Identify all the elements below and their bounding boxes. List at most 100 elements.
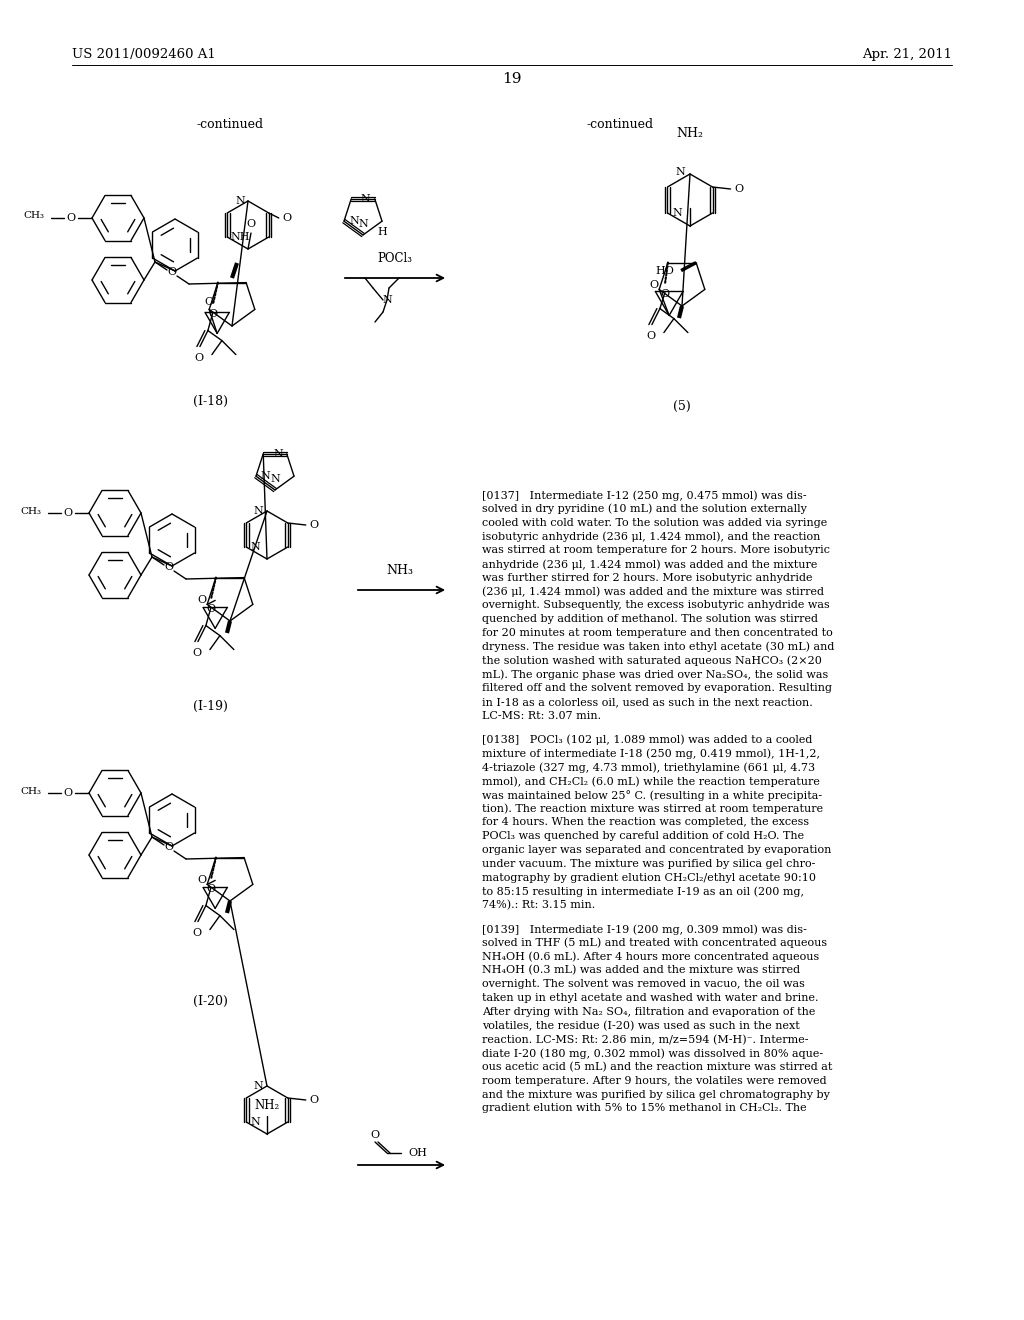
Text: NH₄OH (0.3 mL) was added and the mixture was stirred: NH₄OH (0.3 mL) was added and the mixture… [482, 965, 800, 975]
Text: (236 μl, 1.424 mmol) was added and the mixture was stirred: (236 μl, 1.424 mmol) was added and the m… [482, 586, 824, 597]
Text: taken up in ethyl acetate and washed with water and brine.: taken up in ethyl acetate and washed wit… [482, 993, 818, 1003]
Text: NH₃: NH₃ [386, 564, 414, 577]
Text: O: O [208, 309, 217, 318]
Text: overnight. Subsequently, the excess isobutyric anhydride was: overnight. Subsequently, the excess isob… [482, 601, 829, 610]
Text: 4-triazole (327 mg, 4.73 mmol), triethylamine (661 μl, 4.73: 4-triazole (327 mg, 4.73 mmol), triethyl… [482, 762, 815, 772]
Text: gradient elution with 5% to 15% methanol in CH₂Cl₂. The: gradient elution with 5% to 15% methanol… [482, 1104, 807, 1113]
Text: O: O [195, 352, 204, 363]
Text: NH₄OH (0.6 mL). After 4 hours more concentrated aqueous: NH₄OH (0.6 mL). After 4 hours more conce… [482, 952, 819, 962]
Text: O: O [165, 842, 173, 851]
Text: volatiles, the residue (I-20) was used as such in the next: volatiles, the residue (I-20) was used a… [482, 1020, 800, 1031]
Text: for 4 hours. When the reaction was completed, the excess: for 4 hours. When the reaction was compl… [482, 817, 809, 828]
Text: -continued: -continued [587, 117, 653, 131]
Text: filtered off and the solvent removed by evaporation. Resulting: filtered off and the solvent removed by … [482, 684, 831, 693]
Text: O: O [310, 520, 318, 531]
Text: was further stirred for 2 hours. More isobutyric anhydride: was further stirred for 2 hours. More is… [482, 573, 812, 583]
Text: O: O [734, 183, 743, 194]
Text: O: O [371, 1130, 380, 1140]
Text: Apr. 21, 2011: Apr. 21, 2011 [862, 48, 952, 61]
Text: solved in dry pyridine (10 mL) and the solution externally: solved in dry pyridine (10 mL) and the s… [482, 504, 807, 515]
Text: diate I-20 (180 mg, 0.302 mmol) was dissolved in 80% aque-: diate I-20 (180 mg, 0.302 mmol) was diss… [482, 1048, 823, 1059]
Text: N: N [260, 471, 269, 482]
Text: (I-18): (I-18) [193, 395, 227, 408]
Text: [0139]   Intermediate I-19 (200 mg, 0.309 mmol) was dis-: [0139] Intermediate I-19 (200 mg, 0.309 … [482, 924, 807, 935]
Text: O: O [206, 603, 215, 614]
Text: O: O [310, 1096, 318, 1105]
Text: N: N [673, 209, 682, 218]
Text: room temperature. After 9 hours, the volatiles were removed: room temperature. After 9 hours, the vol… [482, 1076, 826, 1086]
Text: N: N [250, 1117, 260, 1127]
Text: (5): (5) [673, 400, 691, 413]
Text: O: O [63, 508, 73, 517]
Text: N: N [236, 195, 245, 206]
Text: for 20 minutes at room temperature and then concentrated to: for 20 minutes at room temperature and t… [482, 628, 833, 638]
Text: and the mixture was purified by silica gel chromatography by: and the mixture was purified by silica g… [482, 1089, 829, 1100]
Text: solved in THF (5 mL) and treated with concentrated aqueous: solved in THF (5 mL) and treated with co… [482, 937, 827, 948]
Text: quenched by addition of methanol. The solution was stirred: quenched by addition of methanol. The so… [482, 614, 818, 624]
Text: mixture of intermediate I-18 (250 mg, 0.419 mmol), 1H-1,2,: mixture of intermediate I-18 (250 mg, 0.… [482, 748, 820, 759]
Text: (I-20): (I-20) [193, 995, 227, 1008]
Text: O: O [247, 219, 256, 228]
Text: was stirred at room temperature for 2 hours. More isobutyric: was stirred at room temperature for 2 ho… [482, 545, 830, 556]
Text: cooled with cold water. To the solution was added via syringe: cooled with cold water. To the solution … [482, 517, 827, 528]
Text: NH: NH [230, 232, 250, 242]
Text: O: O [197, 875, 206, 884]
Text: CH₃: CH₃ [23, 211, 44, 220]
Text: O: O [67, 213, 76, 223]
Text: tion). The reaction mixture was stirred at room temperature: tion). The reaction mixture was stirred … [482, 804, 823, 814]
Text: O: O [660, 289, 670, 298]
Text: O: O [197, 595, 206, 605]
Text: N: N [270, 474, 280, 484]
Text: to 85:15 resulting in intermediate I-19 as an oil (200 mg,: to 85:15 resulting in intermediate I-19 … [482, 887, 804, 898]
Text: O: O [168, 267, 176, 277]
Text: US 2011/0092460 A1: US 2011/0092460 A1 [72, 48, 216, 61]
Text: O: O [283, 213, 292, 223]
Text: O: O [205, 297, 214, 308]
Text: under vacuum. The mixture was purified by silica gel chro-: under vacuum. The mixture was purified b… [482, 859, 815, 869]
Text: anhydride (236 μl, 1.424 mmol) was added and the mixture: anhydride (236 μl, 1.424 mmol) was added… [482, 558, 817, 569]
Text: After drying with Na₂ SO₄, filtration and evaporation of the: After drying with Na₂ SO₄, filtration an… [482, 1007, 815, 1016]
Text: N: N [253, 506, 263, 516]
Text: POCl₃: POCl₃ [378, 252, 413, 265]
Text: N: N [360, 194, 370, 203]
Text: LC-MS: Rt: 3.07 min.: LC-MS: Rt: 3.07 min. [482, 710, 601, 721]
Text: O: O [63, 788, 73, 799]
Text: N: N [382, 294, 392, 305]
Text: O: O [193, 648, 202, 657]
Text: O: O [206, 883, 215, 894]
Text: CH₃: CH₃ [20, 507, 41, 516]
Text: -continued: -continued [197, 117, 263, 131]
Text: H: H [377, 227, 387, 238]
Text: was maintained below 25° C. (resulting in a white precipita-: was maintained below 25° C. (resulting i… [482, 789, 822, 801]
Text: organic layer was separated and concentrated by evaporation: organic layer was separated and concentr… [482, 845, 831, 855]
Text: HO: HO [655, 265, 674, 276]
Text: O: O [649, 280, 658, 290]
Text: N: N [253, 1081, 263, 1092]
Text: 19: 19 [502, 73, 522, 86]
Text: 74%).: Rt: 3.15 min.: 74%).: Rt: 3.15 min. [482, 900, 595, 911]
Text: isobutyric anhydride (236 μl, 1.424 mmol), and the reaction: isobutyric anhydride (236 μl, 1.424 mmol… [482, 532, 820, 543]
Text: ous acetic acid (5 mL) and the reaction mixture was stirred at: ous acetic acid (5 mL) and the reaction … [482, 1063, 833, 1072]
Text: POCl₃ was quenched by careful addition of cold H₂O. The: POCl₃ was quenched by careful addition o… [482, 832, 804, 841]
Text: [0138]   POCl₃ (102 μl, 1.089 mmol) was added to a cooled: [0138] POCl₃ (102 μl, 1.089 mmol) was ad… [482, 735, 812, 746]
Text: the solution washed with saturated aqueous NaHCO₃ (2×20: the solution washed with saturated aqueo… [482, 656, 822, 667]
Text: reaction. LC-MS: Rt: 2.86 min, m/z=594 (M-H)⁻. Interme-: reaction. LC-MS: Rt: 2.86 min, m/z=594 (… [482, 1035, 809, 1044]
Text: O: O [165, 562, 173, 572]
Text: overnight. The solvent was removed in vacuo, the oil was: overnight. The solvent was removed in va… [482, 979, 805, 989]
Text: N: N [273, 449, 283, 459]
Text: in I-18 as a colorless oil, used as such in the next reaction.: in I-18 as a colorless oil, used as such… [482, 697, 813, 708]
Text: N: N [675, 168, 685, 177]
Text: matography by gradient elution CH₂Cl₂/ethyl acetate 90:10: matography by gradient elution CH₂Cl₂/et… [482, 873, 816, 883]
Text: [0137]   Intermediate I-12 (250 mg, 0.475 mmol) was dis-: [0137] Intermediate I-12 (250 mg, 0.475 … [482, 490, 807, 500]
Text: (I-19): (I-19) [193, 700, 227, 713]
Text: N: N [349, 216, 358, 226]
Text: mL). The organic phase was dried over Na₂SO₄, the solid was: mL). The organic phase was dried over Na… [482, 669, 828, 680]
Text: CH₃: CH₃ [20, 787, 41, 796]
Text: N: N [250, 543, 260, 552]
Text: dryness. The residue was taken into ethyl acetate (30 mL) and: dryness. The residue was taken into ethy… [482, 642, 835, 652]
Text: O: O [646, 330, 655, 341]
Text: N: N [358, 219, 368, 228]
Text: O: O [193, 928, 202, 937]
Text: mmol), and CH₂Cl₂ (6.0 mL) while the reaction temperature: mmol), and CH₂Cl₂ (6.0 mL) while the rea… [482, 776, 820, 787]
Text: NH₂: NH₂ [254, 1100, 280, 1111]
